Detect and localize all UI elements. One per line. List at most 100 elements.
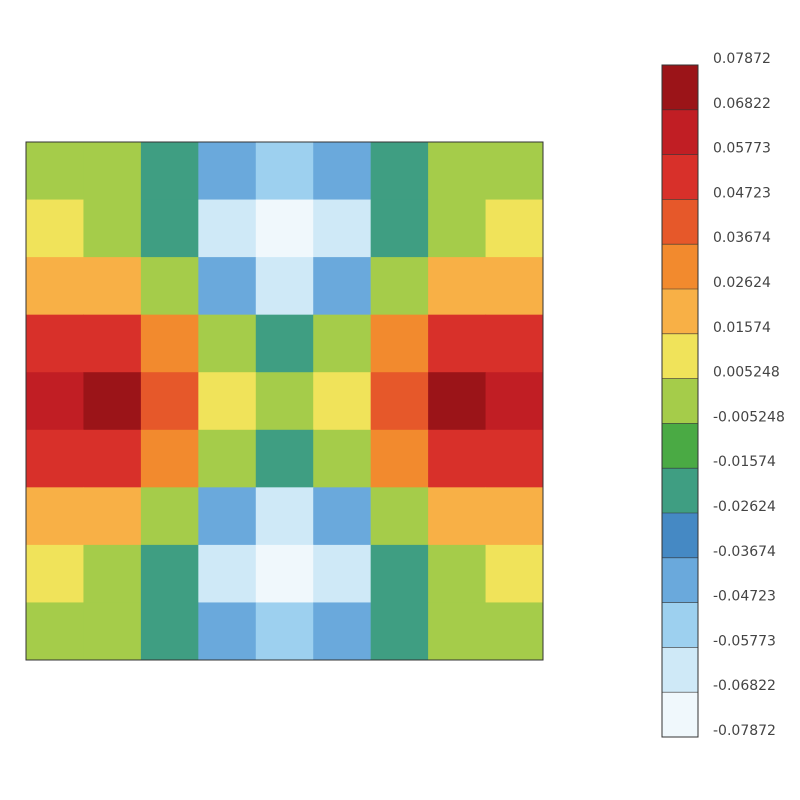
- field-cell: [255, 199, 314, 258]
- field-cell: [370, 487, 429, 546]
- field-cell: [140, 257, 199, 316]
- field-cell: [313, 199, 372, 258]
- field-cell: [26, 257, 84, 316]
- field-cell: [370, 199, 429, 258]
- field-cell: [198, 257, 257, 316]
- colorbar-band: [662, 289, 698, 334]
- colorbar-band: [662, 423, 698, 469]
- field-cell: [485, 544, 544, 603]
- colorbar-tick-label: -0.01574: [713, 454, 776, 470]
- field-cell: [140, 429, 199, 488]
- field-cell: [313, 487, 372, 546]
- field-cell: [198, 314, 257, 373]
- field-cell: [428, 544, 487, 603]
- field-cell: [198, 429, 257, 488]
- colorbar-band: [662, 154, 698, 200]
- field-cell: [198, 372, 257, 431]
- field-cell: [370, 372, 429, 431]
- field-cell: [140, 314, 199, 373]
- colorbar-tick-label: -0.03674: [713, 544, 776, 560]
- field-cell: [428, 602, 487, 661]
- colorbar-tick-label: 0.005248: [713, 365, 780, 381]
- field-cell: [255, 602, 314, 661]
- field-cell: [83, 199, 142, 258]
- plot-frame: [25, 141, 544, 661]
- colorbar-tick-label: 0.05773: [713, 141, 771, 157]
- colorbar-band: [662, 378, 698, 424]
- field-cell: [428, 142, 487, 201]
- field-cell: [255, 372, 314, 431]
- colorbar-band: [662, 199, 698, 245]
- colorbar-band: [662, 557, 698, 603]
- colorbar-band: [662, 65, 698, 110]
- colorbar-tick-label: -0.06822: [713, 678, 776, 694]
- field-cell: [370, 602, 429, 661]
- field-cell: [83, 257, 142, 316]
- colorbar-band: [662, 647, 698, 693]
- colorbar-tick-label: 0.01574: [713, 320, 771, 336]
- field-cell: [485, 487, 544, 546]
- field-cell: [428, 372, 487, 431]
- field-cell: [370, 142, 429, 201]
- field-cell: [83, 372, 142, 431]
- field-cell: [83, 487, 142, 546]
- field-cell: [83, 142, 142, 201]
- colorbar-tick-label: -0.02624: [713, 499, 776, 515]
- colorbar-band: [662, 513, 698, 558]
- field-cell: [370, 429, 429, 488]
- field-cell: [485, 602, 544, 661]
- field-cell: [313, 257, 372, 316]
- field-cell: [198, 544, 257, 603]
- field-cell: [370, 257, 429, 316]
- field-cell: [83, 314, 142, 373]
- colorbar-band: [662, 602, 698, 648]
- field-cell: [485, 314, 544, 373]
- field-cell: [255, 429, 314, 488]
- colorbar-tick-label: -0.07872: [713, 723, 776, 739]
- colorbar-tick-label: -0.04723: [713, 589, 776, 605]
- colorbar-tick-label: -0.005248: [713, 409, 785, 425]
- field-cell: [140, 602, 199, 661]
- field-cell: [140, 487, 199, 546]
- field-cell: [485, 429, 544, 488]
- field-cell: [485, 199, 544, 258]
- field-cell: [428, 314, 487, 373]
- field-cell: [198, 602, 257, 661]
- field-cell: [313, 142, 372, 201]
- field-cell: [198, 199, 257, 258]
- colorbar-tick-label: 0.04723: [713, 185, 771, 201]
- field-cell: [370, 544, 429, 603]
- field-cell: [140, 544, 199, 603]
- colorbar-frame: [661, 64, 699, 738]
- field-cell: [313, 544, 372, 603]
- field-cell: [428, 429, 487, 488]
- field-cell: [140, 372, 199, 431]
- field-cell: [26, 372, 84, 431]
- field-cell: [198, 487, 257, 546]
- colorbar-tick-label: 0.06822: [713, 96, 771, 112]
- field-cell: [83, 602, 142, 661]
- field-cell: [140, 142, 199, 201]
- field-cell: [313, 602, 372, 661]
- field-cell: [255, 142, 314, 201]
- field-cell: [26, 199, 84, 258]
- field-cell: [255, 544, 314, 603]
- field-cell: [313, 429, 372, 488]
- colorbar-band: [662, 109, 698, 155]
- field-cell: [26, 487, 84, 546]
- field-cell: [485, 372, 544, 431]
- field-cell: [83, 544, 142, 603]
- field-cell: [428, 199, 487, 258]
- field-cell: [26, 142, 84, 201]
- field-cell: [26, 602, 84, 661]
- field-cell: [255, 314, 314, 373]
- field-cell: [428, 487, 487, 546]
- field-cell: [26, 544, 84, 603]
- colorbar-band: [662, 244, 698, 289]
- colorbar-band: [662, 468, 698, 513]
- field-cell: [198, 142, 257, 201]
- field-cell: [255, 487, 314, 546]
- field-cell: [26, 314, 84, 373]
- field-cell: [370, 314, 429, 373]
